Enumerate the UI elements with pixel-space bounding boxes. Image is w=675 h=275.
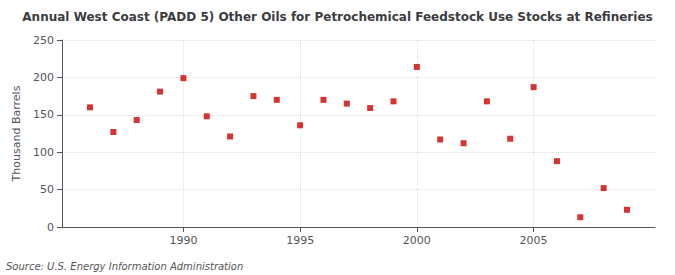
svg-text:150: 150: [33, 108, 54, 121]
svg-text:2000: 2000: [403, 234, 431, 247]
svg-text:Annual West Coast (PADD 5) Oth: Annual West Coast (PADD 5) Other Oils fo…: [22, 10, 652, 24]
svg-text:1995: 1995: [286, 234, 314, 247]
svg-text:0: 0: [47, 221, 54, 234]
svg-text:200: 200: [33, 71, 54, 84]
svg-text:Thousand Barrels: Thousand Barrels: [10, 85, 23, 182]
svg-text:50: 50: [40, 183, 54, 196]
svg-text:Source: U.S. Energy Informatio: Source: U.S. Energy Information Administ…: [6, 261, 243, 272]
svg-text:100: 100: [33, 146, 54, 159]
svg-text:250: 250: [33, 34, 54, 47]
svg-text:1990: 1990: [169, 234, 197, 247]
svg-text:2005: 2005: [520, 234, 548, 247]
